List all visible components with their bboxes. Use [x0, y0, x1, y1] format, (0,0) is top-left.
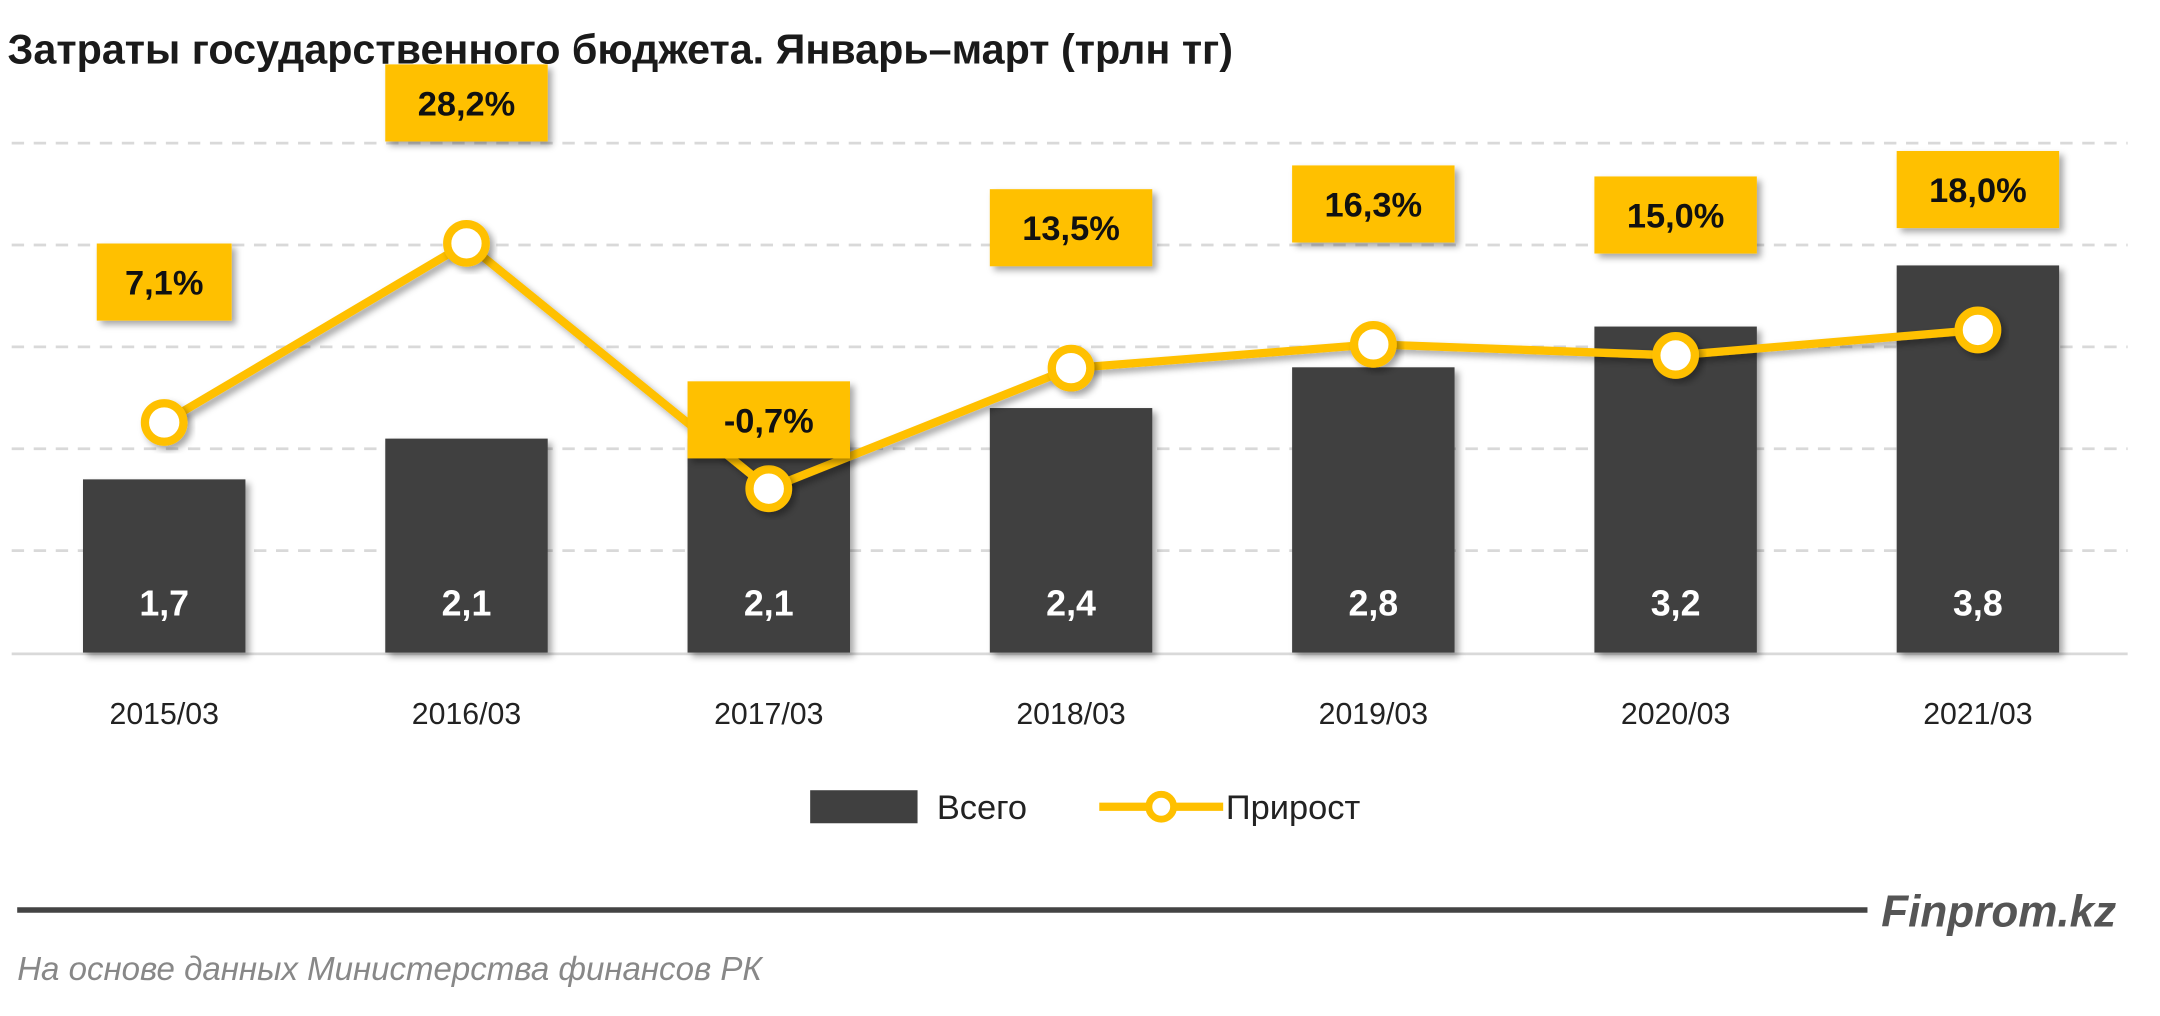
legend-label-line: Прирост [1226, 789, 1361, 827]
point-label-box [1896, 150, 2060, 229]
point-label-box [687, 381, 850, 459]
line-point [140, 399, 188, 446]
point-label-box [1292, 165, 1455, 243]
bar-label: 2,1 [442, 583, 492, 623]
x-tick-label: 2016/03 [412, 698, 521, 731]
point-label: 13,5% [1022, 210, 1120, 248]
bar-label: 2,8 [1348, 583, 1398, 623]
legend: Всего Прирост [810, 789, 1360, 827]
bar-label: 3,2 [1651, 583, 1701, 623]
x-tick-label: 2019/03 [1319, 698, 1428, 731]
x-tick-label: 2020/03 [1621, 698, 1730, 731]
x-tick-label: 2015/03 [110, 698, 219, 731]
line-point [1652, 332, 1700, 379]
legend-marker [1145, 790, 1178, 823]
line-point [443, 219, 490, 267]
x-tick-label: 2021/03 [1923, 698, 2032, 731]
x-tick-label: 2017/03 [714, 698, 823, 731]
x-tick-label: 2018/03 [1016, 698, 1125, 731]
bar [385, 438, 548, 653]
chart-title: Затраты государственного бюджета. Январь… [8, 26, 1233, 72]
bar [82, 479, 246, 653]
point-label: -0,7% [724, 402, 814, 440]
legend-label-bar: Всего [937, 789, 1027, 827]
point-label: 18,0% [1929, 172, 2027, 210]
point-label: 7,1% [125, 264, 203, 302]
point-label-box [385, 64, 548, 142]
point-label: 28,2% [418, 85, 516, 123]
bar [1594, 326, 1757, 653]
brand-logo: Finprom.kz [1881, 888, 2116, 937]
line-point [745, 465, 793, 513]
source-note: На основе данных Министерства финансов Р… [17, 951, 763, 988]
bar-label: 3,8 [1953, 583, 2003, 623]
line-point [1954, 306, 2002, 354]
bar [1292, 367, 1455, 653]
line-point [1047, 344, 1095, 392]
bar [989, 408, 1153, 653]
point-label: 15,0% [1627, 197, 1725, 235]
legend-swatch-bar [810, 790, 918, 824]
line-point [1349, 320, 1397, 368]
bar-label: 1,7 [139, 583, 189, 623]
bar-label: 2,4 [1046, 583, 1096, 623]
point-label: 16,3% [1325, 186, 1423, 224]
point-label-box [96, 243, 232, 321]
point-label-box [1594, 176, 1757, 254]
bar-label: 2,1 [744, 583, 794, 623]
point-label-box [989, 189, 1153, 267]
